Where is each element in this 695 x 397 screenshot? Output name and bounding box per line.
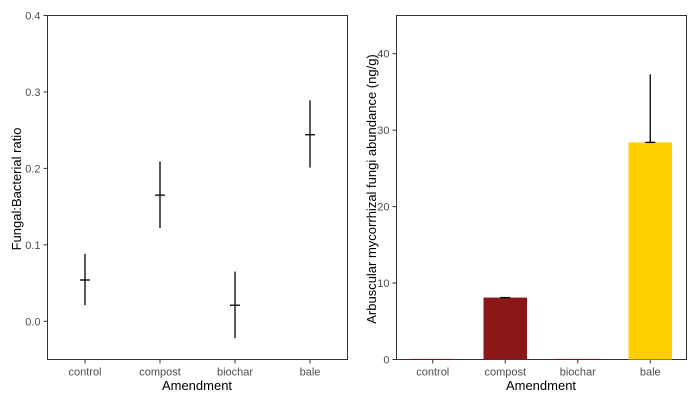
bar-group-compost (483, 296, 527, 360)
y-tick-label: 0.0 (25, 316, 40, 328)
y-tick-label: 0.2 (25, 163, 40, 175)
amf-y-axis: 0 10 20 30 40 (377, 49, 397, 367)
amf-x-axis-title: Amendment (506, 378, 576, 393)
x-tick-label: biochar (217, 367, 253, 379)
x-tick-label: compost (139, 367, 181, 379)
point-compost (155, 161, 165, 229)
bar-bale (628, 142, 672, 360)
bar-control (411, 358, 455, 360)
x-tick-label: bale (300, 367, 321, 379)
amf-abundance-chart: 0 10 20 30 40 control compost biochar bale Amen… (364, 15, 687, 393)
x-tick-label: compost (484, 367, 526, 379)
y-tick-label: 0.3 (25, 87, 40, 99)
x-tick-label: control (68, 367, 101, 379)
y-tick-label: 0.1 (25, 240, 40, 252)
fb-ratio-y-axis-title: Fungal:Bacterial ratio (9, 128, 24, 251)
y-tick-label: 10 (377, 278, 389, 290)
fb-ratio-y-axis: 0.0 0.1 0.2 0.3 0.4 (25, 11, 48, 328)
bar-group-bale (628, 74, 672, 360)
y-tick-label: 0 (383, 355, 389, 367)
bar-group-biochar (556, 358, 600, 360)
amf-y-axis-title: Arbuscular mycorrhizal fungi abundance (… (364, 54, 379, 324)
point-bale (305, 100, 315, 168)
point-control (80, 254, 90, 306)
point-biochar (230, 271, 240, 339)
amf-x-axis: control compost biochar bale (416, 359, 661, 379)
y-tick-label: 30 (377, 125, 389, 137)
bar-group-control (411, 358, 455, 360)
fb-ratio-points (80, 100, 315, 339)
x-tick-label: bale (640, 367, 661, 379)
amf-bars (411, 74, 672, 360)
bar-biochar (556, 358, 600, 360)
x-tick-label: biochar (560, 367, 596, 379)
bar-compost (483, 297, 527, 360)
fb-ratio-x-axis-title: Amendment (162, 378, 232, 393)
amf-plot-area (396, 15, 687, 360)
fb-ratio-x-axis: control compost biochar bale (68, 359, 321, 379)
y-tick-label: 0.4 (25, 11, 40, 23)
fb-ratio-plot-area (47, 15, 348, 360)
y-tick-label: 40 (377, 49, 389, 61)
x-tick-label: control (416, 367, 449, 379)
fb-ratio-chart: 0.0 0.1 0.2 0.3 0.4 control compost biochar bal… (9, 11, 348, 393)
y-tick-label: 20 (377, 202, 389, 214)
